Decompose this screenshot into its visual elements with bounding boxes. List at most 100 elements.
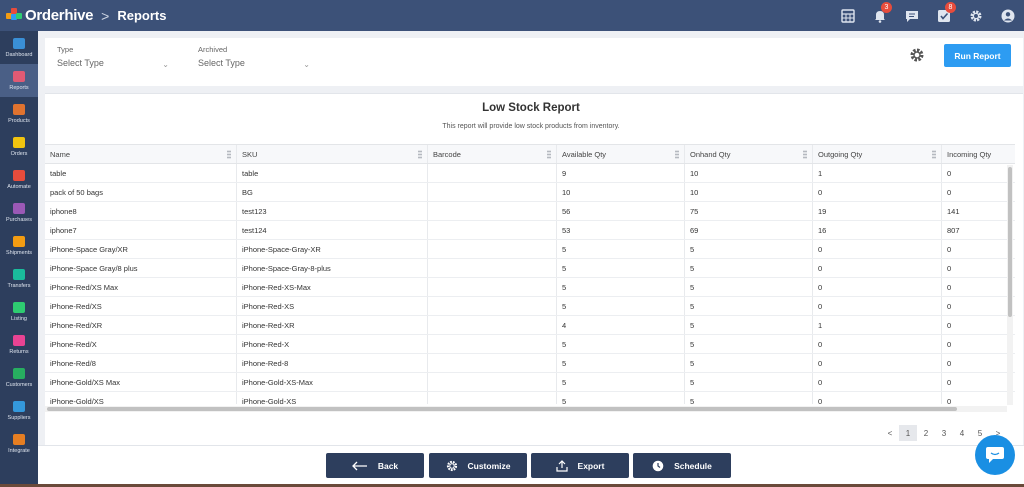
- archived-select[interactable]: Select Type ⌄: [198, 58, 310, 72]
- calculator-icon[interactable]: [832, 0, 864, 31]
- report-panel: Low Stock Report This report will provid…: [45, 93, 1023, 445]
- prev-page-button[interactable]: <: [887, 428, 893, 438]
- drag-handle-icon[interactable]: [932, 150, 936, 159]
- sidebar-item-suppliers[interactable]: Suppliers: [0, 394, 38, 427]
- drag-handle-icon[interactable]: [675, 150, 679, 159]
- page-button[interactable]: 4: [959, 428, 965, 438]
- integrate-icon: [13, 433, 25, 445]
- back-button[interactable]: Back: [326, 453, 424, 478]
- table-row[interactable]: iPhone-Red/8 iPhone-Red-8 5 5 0 0: [45, 354, 1015, 373]
- user-avatar-icon[interactable]: [992, 0, 1024, 31]
- sidebar-item-orders[interactable]: Orders: [0, 130, 38, 163]
- sidebar-item-transfers[interactable]: Transfers: [0, 262, 38, 295]
- page-button[interactable]: 3: [941, 428, 947, 438]
- shipments-icon: [13, 235, 25, 247]
- table-row[interactable]: iphone8 test123 56 75 19 141: [45, 202, 1015, 221]
- filter-bar: Type Select Type ⌄ Archived Select Type …: [45, 38, 1023, 86]
- back-label: Back: [377, 460, 399, 471]
- table-cell: iPhone-Red/X: [45, 335, 237, 353]
- table-row[interactable]: iphone7 test124 53 69 16 807: [45, 221, 1015, 240]
- chat-support-button[interactable]: [975, 435, 1015, 475]
- column-header[interactable]: SKU: [237, 145, 428, 163]
- sidebar-item-customers[interactable]: Customers: [0, 361, 38, 394]
- sidebar-item-products[interactable]: Products: [0, 97, 38, 130]
- chat-bubble-icon: [986, 447, 1004, 463]
- vertical-scrollbar[interactable]: [1007, 165, 1013, 405]
- sidebar-item-label: Dashboard: [5, 51, 33, 58]
- report-title: Low Stock Report: [482, 102, 580, 114]
- table-cell: 53: [557, 221, 685, 239]
- table-cell: 5: [685, 392, 813, 404]
- tasks-badge: 8: [945, 2, 956, 13]
- top-bar: Orderhive > Reports 3 8: [0, 0, 1024, 31]
- customize-button[interactable]: Customize: [429, 453, 527, 478]
- table-row[interactable]: iPhone-Gold/XS iPhone-Gold-XS 5 5 0 0: [45, 392, 1015, 404]
- column-header[interactable]: Incoming Qty: [942, 145, 1015, 163]
- table-cell: 5: [685, 278, 813, 296]
- table-row[interactable]: iPhone-Red/XS iPhone-Red-XS 5 5 0 0: [45, 297, 1015, 316]
- sidebar-item-reports[interactable]: Reports: [0, 64, 38, 97]
- table-row[interactable]: pack of 50 bags BG 10 10 0 0: [45, 183, 1015, 202]
- column-header[interactable]: Onhand Qty: [685, 145, 813, 163]
- table-row[interactable]: table table 9 10 1 0: [45, 164, 1015, 183]
- table-cell: 1: [813, 316, 942, 334]
- schedule-label: Schedule: [674, 460, 712, 471]
- page-button[interactable]: 5: [977, 428, 983, 438]
- messages-icon[interactable]: [896, 0, 928, 31]
- customers-icon: [13, 367, 25, 379]
- report-settings-gear-icon[interactable]: [909, 47, 925, 63]
- export-button[interactable]: Export: [531, 453, 629, 478]
- drag-handle-icon[interactable]: [418, 150, 422, 159]
- table-cell: [428, 316, 557, 334]
- sidebar-item-label: Automate: [7, 183, 31, 190]
- table-row[interactable]: iPhone-Space Gray/XR iPhone-Space-Gray-XR…: [45, 240, 1015, 259]
- app-logo[interactable]: Orderhive: [6, 7, 93, 24]
- table-cell: 5: [557, 392, 685, 404]
- page-button[interactable]: 1: [899, 425, 917, 441]
- table-cell: 5: [685, 259, 813, 277]
- drag-handle-icon[interactable]: [803, 150, 807, 159]
- drag-handle-icon[interactable]: [227, 150, 231, 159]
- table-row[interactable]: iPhone-Red/XR iPhone-Red-XR 4 5 1 0: [45, 316, 1015, 335]
- table-cell: 0: [813, 240, 942, 258]
- sidebar-item-returns[interactable]: Returns: [0, 328, 38, 361]
- vertical-scroll-thumb[interactable]: [1008, 167, 1012, 317]
- column-header[interactable]: Outgoing Qty: [813, 145, 942, 163]
- page-button[interactable]: 2: [923, 428, 929, 438]
- settings-gear-icon[interactable]: [960, 0, 992, 31]
- sidebar-item-listing[interactable]: Listing: [0, 295, 38, 328]
- next-page-button[interactable]: >: [995, 428, 1001, 438]
- column-header[interactable]: Barcode: [428, 145, 557, 163]
- tasks-check-icon[interactable]: 8: [928, 0, 960, 31]
- column-header[interactable]: Available Qty: [557, 145, 685, 163]
- sidebar-item-purchases[interactable]: Purchases: [0, 196, 38, 229]
- table-cell: 19: [813, 202, 942, 220]
- table-cell: 0: [947, 301, 952, 311]
- sidebar-item-automate[interactable]: Automate: [0, 163, 38, 196]
- table-cell: 69: [685, 221, 813, 239]
- table-row[interactable]: iPhone-Gold/XS Max iPhone-Gold-XS-Max 5 5 0 0: [45, 373, 1015, 392]
- top-icons: 3 8: [832, 0, 1024, 31]
- drag-handle-icon[interactable]: [547, 150, 551, 159]
- table-row[interactable]: iPhone-Space Gray/8 plus iPhone-Space-Gra…: [45, 259, 1015, 278]
- table-cell: 5: [557, 240, 685, 258]
- archived-filter[interactable]: Archived Select Type ⌄: [198, 45, 310, 72]
- sidebar-item-integrate[interactable]: Integrate: [0, 427, 38, 460]
- type-select[interactable]: Select Type ⌄: [57, 58, 169, 72]
- table-cell: test123: [237, 202, 428, 220]
- type-filter[interactable]: Type Select Type ⌄: [57, 45, 169, 72]
- sidebar-item-dashboard[interactable]: Dashboard: [0, 31, 38, 64]
- sidebar-item-shipments[interactable]: Shipments: [0, 229, 38, 262]
- table-row[interactable]: iPhone-Red/XS Max iPhone-Red-XS-Max 5 5 0 0: [45, 278, 1015, 297]
- schedule-button[interactable]: Schedule: [633, 453, 731, 478]
- column-header[interactable]: Name: [45, 145, 237, 163]
- horizontal-scroll-thumb[interactable]: [47, 407, 957, 411]
- type-filter-label: Type: [57, 45, 74, 54]
- breadcrumb-separator: >: [101, 7, 110, 24]
- table-cell: 0: [947, 396, 952, 405]
- table-row[interactable]: iPhone-Red/X iPhone-Red-X 5 5 0 0: [45, 335, 1015, 354]
- window-bottom-edge: [0, 484, 1024, 487]
- notifications-bell-icon[interactable]: 3: [864, 0, 896, 31]
- horizontal-scrollbar[interactable]: [45, 406, 1007, 412]
- run-report-button[interactable]: Run Report: [944, 44, 1011, 67]
